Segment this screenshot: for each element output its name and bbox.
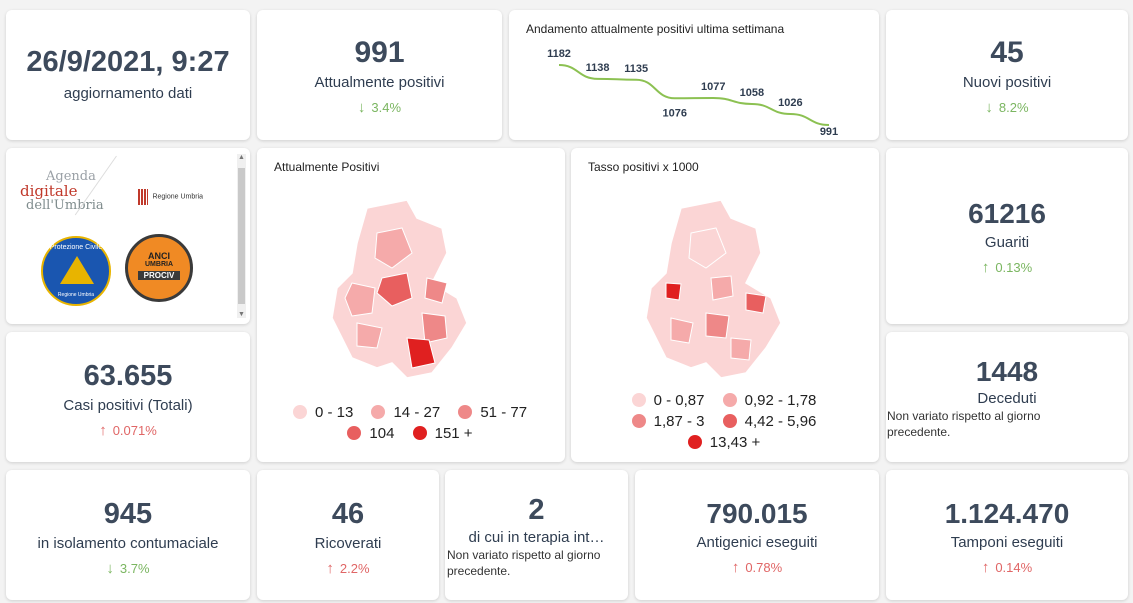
positivi-label: Attualmente positivi: [314, 74, 445, 91]
ricoverati-card[interactable]: 46 Ricoverati ↑ 2.2%: [257, 470, 439, 600]
casi-change: ↑ 0.071%: [99, 422, 157, 439]
legend-item: 1,87 - 3: [631, 413, 704, 430]
trend-data-label: 1182: [547, 48, 571, 60]
map2-card[interactable]: Tasso positivi x 1000 0 - 0,87 0,92 - 1,…: [571, 148, 879, 462]
update-card: 26/9/2021, 9:27 aggiornamento dati: [6, 10, 250, 140]
legend-item: 151 +: [412, 425, 473, 442]
arrow-down-icon: ↓: [985, 99, 993, 116]
scroll-down-icon[interactable]: ▼: [238, 311, 245, 318]
tamponi-change: ↑ 0.14%: [981, 559, 1033, 576]
arrow-up-icon: ↑: [326, 560, 334, 577]
casi-label: Casi positivi (Totali): [63, 397, 193, 414]
regione-umbria-logo: Regione Umbria: [138, 188, 203, 206]
trend-data-label: 1058: [740, 87, 764, 99]
trend-chart: 1182 1138 1135 1076 1077 1058 1026 991: [547, 48, 838, 138]
deceduti-card[interactable]: 1448 Deceduti Non variato rispetto al gi…: [886, 332, 1128, 462]
nuovi-change: ↓ 8.2%: [985, 99, 1029, 116]
trend-data-label: 1026: [778, 97, 802, 109]
legend-item: 0,92 - 1,78: [722, 392, 816, 409]
arrow-down-icon: ↓: [106, 560, 114, 577]
map1-title: Attualmente Positivi: [274, 160, 380, 174]
trend-title: Andamento attualmente positivi ultima se…: [526, 22, 785, 36]
legend-item: 13,43 +: [687, 434, 760, 451]
terapia-note: Non variato rispetto al giorno precedent…: [447, 548, 601, 578]
casi-value: 63.655: [83, 360, 173, 392]
trend-data-label: 1076: [662, 107, 686, 119]
scroll-thumb[interactable]: [238, 168, 245, 304]
ricoverati-label: Ricoverati: [314, 535, 382, 552]
antigenici-change: ↑ 0.78%: [731, 559, 783, 576]
deceduti-label: Deceduti: [977, 390, 1037, 407]
legend-item: 51 - 77: [458, 404, 527, 421]
casi-card[interactable]: 63.655 Casi positivi (Totali) ↑ 0.071%: [6, 332, 250, 462]
nuovi-card[interactable]: 45 Nuovi positivi ↓ 8.2%: [886, 10, 1128, 140]
antigenici-value: 790.015: [706, 498, 808, 529]
umbria-map-tasso[interactable]: [571, 188, 879, 388]
isolamento-label: in isolamento contumaciale: [37, 535, 219, 552]
trend-card[interactable]: Andamento attualmente positivi ultima se…: [509, 10, 879, 140]
map2-title: Tasso positivi x 1000: [588, 160, 699, 174]
isolamento-change: ↓ 3.7%: [106, 560, 150, 577]
arrow-up-icon: ↑: [981, 259, 990, 276]
legend-item: 4,42 - 5,96: [722, 413, 816, 430]
antigenici-card[interactable]: 790.015 Antigenici eseguiti ↑ 0.78%: [635, 470, 879, 600]
nuovi-label: Nuovi positivi: [962, 74, 1052, 91]
arrow-down-icon: ↓: [357, 99, 366, 116]
ricoverati-value: 46: [331, 498, 365, 530]
logos-scrollbar[interactable]: ▲ ▼: [237, 154, 246, 318]
terapia-card[interactable]: 2 di cui in terapia int… Non variato ris…: [445, 470, 628, 600]
ricoverati-change: ↑ 2.2%: [326, 560, 370, 577]
map1-legend: 0 - 13 14 - 27 51 - 77 104 151 +: [257, 404, 565, 446]
positivi-value: 991: [354, 36, 405, 69]
scroll-up-icon[interactable]: ▲: [238, 154, 245, 161]
positivi-card[interactable]: 991 Attualmente positivi ↓ 3.4%: [257, 10, 502, 140]
legend-item: 0 - 0,87: [631, 392, 704, 409]
triangle-icon: [60, 256, 94, 284]
guariti-label: Guariti: [984, 234, 1030, 251]
deceduti-value: 1448: [975, 356, 1039, 387]
isolamento-card[interactable]: 945 in isolamento contumaciale ↓ 3.7%: [6, 470, 250, 600]
positivi-change: ↓ 3.4%: [357, 99, 402, 116]
legend-item: 0 - 13: [292, 404, 353, 421]
update-datetime: 26/9/2021, 9:27: [26, 46, 230, 78]
protezione-civile-logo: Protezione Civile Regione Umbria: [41, 236, 111, 306]
terapia-value: 2: [528, 494, 545, 526]
trend-data-label: 1077: [701, 81, 725, 93]
guariti-value: 61216: [968, 198, 1046, 229]
legend-item: 14 - 27: [371, 404, 440, 421]
update-label: aggiornamento dati: [63, 85, 193, 102]
tamponi-card[interactable]: 1.124.470 Tamponi eseguiti ↑ 0.14%: [886, 470, 1128, 600]
anci-prociv-logo: ANCI UMBRIA PROCIV: [125, 234, 193, 302]
map2-legend: 0 - 0,87 0,92 - 1,78 1,87 - 3 4,42 - 5,9…: [571, 392, 879, 455]
trend-series-line: [558, 64, 830, 126]
tamponi-value: 1.124.470: [944, 498, 1070, 529]
arrow-up-icon: ↑: [99, 422, 107, 439]
terapia-label: di cui in terapia int…: [468, 529, 605, 546]
antigenici-label: Antigenici eseguiti: [696, 534, 818, 551]
isolamento-value: 945: [103, 498, 153, 530]
arrow-up-icon: ↑: [731, 559, 740, 576]
umbria-map-positivi[interactable]: [257, 188, 565, 388]
trend-data-label: 1138: [586, 62, 610, 74]
guariti-change: ↑ 0.13%: [981, 259, 1033, 276]
trend-data-label: 991: [820, 126, 838, 138]
regione-emblem-icon: [138, 188, 148, 205]
logos-card: Agenda digitale dell'Umbria Regione Umbr…: [6, 148, 250, 324]
nuovi-value: 45: [990, 36, 1024, 69]
tamponi-label: Tamponi eseguiti: [950, 534, 1064, 551]
map1-card[interactable]: Attualmente Positivi 0 - 13 14 - 27 51 -…: [257, 148, 565, 462]
legend-item: 104: [347, 425, 394, 442]
guariti-card[interactable]: 61216 Guariti ↑ 0.13%: [886, 148, 1128, 324]
deceduti-note: Non variato rispetto al giorno precedent…: [887, 409, 1041, 439]
agenda-digitale-logo: Agenda digitale dell'Umbria: [20, 169, 104, 214]
trend-data-label: 1135: [624, 63, 648, 75]
arrow-up-icon: ↑: [981, 559, 990, 576]
